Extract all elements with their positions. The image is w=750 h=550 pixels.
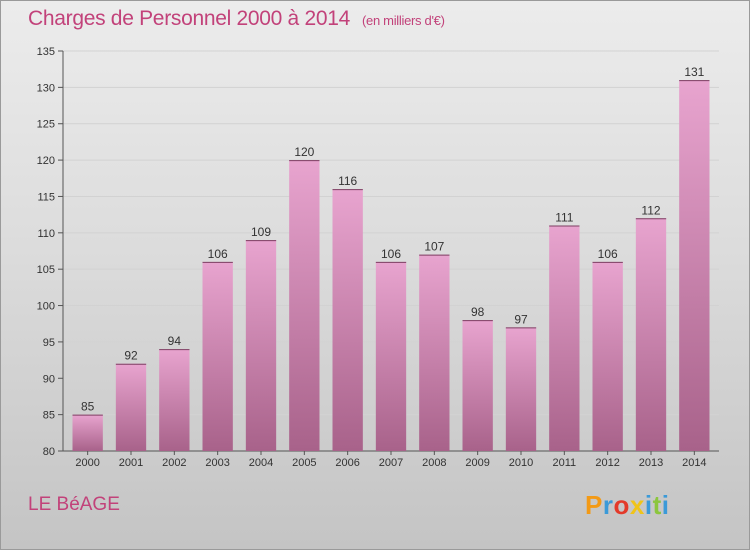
value-label: 98 xyxy=(471,305,485,319)
value-label: 106 xyxy=(208,247,228,261)
chart-unit: (en milliers d'€) xyxy=(361,13,445,28)
bar xyxy=(375,261,407,451)
x-tick-label: 2004 xyxy=(249,457,273,469)
bar xyxy=(679,80,710,451)
y-tick-label: 100 xyxy=(37,301,55,313)
bar xyxy=(245,240,277,451)
x-tick-label: 2009 xyxy=(465,457,489,469)
bar xyxy=(72,414,103,451)
bar xyxy=(505,327,537,451)
x-tick-label: 2002 xyxy=(162,457,186,469)
y-tick-label: 115 xyxy=(37,191,55,203)
bar xyxy=(419,254,450,451)
logo-letter: t xyxy=(652,490,662,520)
value-label: 111 xyxy=(555,211,574,225)
value-label: 107 xyxy=(424,240,444,254)
x-tick-label: 2006 xyxy=(335,457,359,469)
chart-title: Charges de Personnel 2000 à 2014 (en mill… xyxy=(28,7,445,31)
y-tick-label: 80 xyxy=(43,446,55,458)
bar xyxy=(462,320,493,451)
logo-letter: o xyxy=(613,490,630,520)
value-label: 112 xyxy=(641,203,660,217)
value-label: 97 xyxy=(514,312,528,326)
y-tick-label: 105 xyxy=(37,264,55,276)
logo-letter: x xyxy=(629,490,645,520)
y-tick-label: 95 xyxy=(43,337,55,349)
y-tick-label: 85 xyxy=(43,410,55,422)
x-tick-label: 2011 xyxy=(553,457,577,469)
y-tick-label: 110 xyxy=(37,228,55,240)
bar xyxy=(202,261,233,451)
y-tick-label: 130 xyxy=(37,82,55,94)
bar xyxy=(635,218,667,451)
value-label: 116 xyxy=(338,174,357,188)
x-tick-label: 2005 xyxy=(292,457,316,469)
bar xyxy=(115,363,147,451)
commune-name: LE BéAGE xyxy=(28,494,120,515)
value-label: 106 xyxy=(381,247,401,261)
x-tick-label: 2008 xyxy=(422,457,446,469)
x-tick-label: 2010 xyxy=(509,457,533,469)
x-tick-label: 2003 xyxy=(205,457,229,469)
x-tick-label: 2014 xyxy=(682,457,706,469)
value-label: 85 xyxy=(81,400,95,414)
bar xyxy=(549,225,580,451)
proxiti-logo: Proxiti xyxy=(585,490,669,521)
value-label: 109 xyxy=(251,225,271,239)
bar xyxy=(332,189,363,451)
value-label: 131 xyxy=(684,65,704,79)
x-tick-label: 2007 xyxy=(379,457,403,469)
value-label: 94 xyxy=(168,334,182,348)
x-tick-label: 2013 xyxy=(639,457,663,469)
bar xyxy=(592,261,623,451)
logo-letter: i xyxy=(661,490,670,520)
chart-title-text: Charges de Personnel 2000 à 2014 xyxy=(28,7,350,30)
logo-letter: P xyxy=(585,490,603,520)
bar xyxy=(289,160,320,451)
value-label: 120 xyxy=(294,145,314,159)
value-label: 106 xyxy=(598,247,618,261)
x-tick-label: 2001 xyxy=(119,457,143,469)
x-tick-label: 2000 xyxy=(75,457,99,469)
logo-letter: i xyxy=(644,490,653,520)
value-label: 92 xyxy=(124,349,138,363)
y-tick-label: 120 xyxy=(37,155,55,167)
y-tick-label: 90 xyxy=(43,373,55,385)
bar xyxy=(159,349,190,451)
logo-letter: r xyxy=(602,490,614,520)
y-tick-label: 135 xyxy=(37,46,55,58)
x-tick-label: 2012 xyxy=(595,457,619,469)
y-tick-label: 125 xyxy=(37,119,55,131)
